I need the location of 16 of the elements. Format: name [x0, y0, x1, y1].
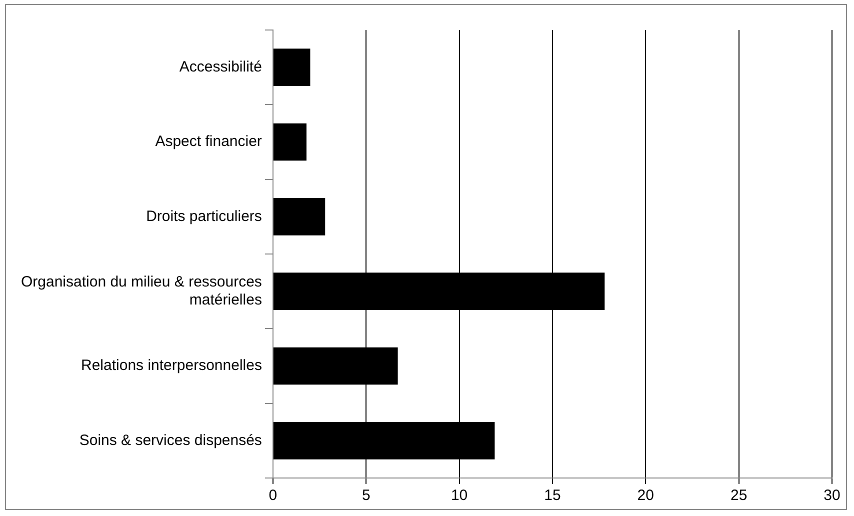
y-tick-label: Aspect financier [155, 133, 262, 150]
bar [273, 123, 306, 161]
y-tick-label: Soins & services dispensés [79, 432, 262, 449]
x-tick-label: 30 [824, 487, 840, 504]
y-tick-label: Accessibilité [179, 58, 262, 76]
y-tick-label: Organisation du milieu & ressources matérielles [20, 273, 262, 308]
y-tick-label: Droits particuliers [146, 208, 262, 225]
x-tick-label: 25 [730, 487, 748, 504]
x-tick-label: 5 [362, 487, 370, 504]
x-tick-label: 15 [544, 487, 561, 504]
x-tick-label: 20 [637, 487, 654, 504]
y-tick-label: Relations interpersonnelles [81, 357, 262, 374]
bar [273, 48, 310, 86]
x-tick-label: 0 [268, 487, 278, 504]
x-tick-label: 10 [450, 487, 468, 504]
bar [273, 198, 326, 236]
